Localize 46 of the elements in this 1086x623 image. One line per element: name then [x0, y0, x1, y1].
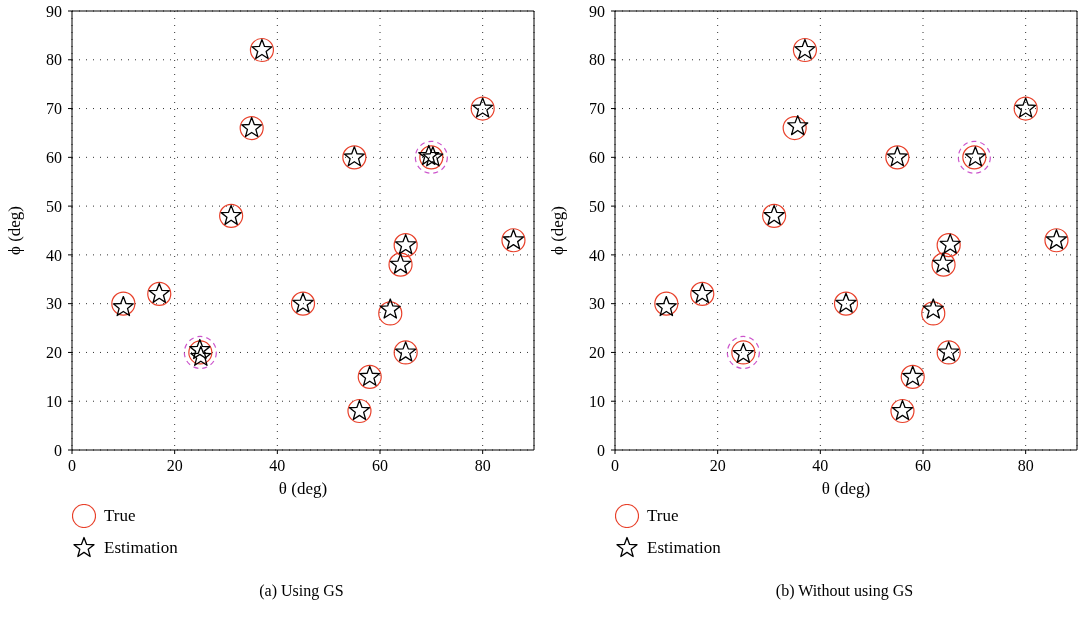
y-tick-label: 20 — [46, 344, 62, 362]
y-tick-label: 30 — [46, 295, 62, 313]
x-tick-label: 20 — [709, 457, 726, 475]
y-tick-label: 10 — [589, 392, 605, 410]
y-tick-label: 80 — [589, 51, 605, 69]
text: (b) Without using GS — [774, 582, 915, 600]
y-tick-label: 70 — [46, 100, 62, 118]
y-tick-label: 90 — [589, 2, 605, 20]
point — [782, 115, 807, 141]
legend-label: Estimation — [104, 538, 178, 558]
y-tick-label: 90 — [46, 2, 62, 20]
y-tick-label: 70 — [589, 100, 605, 118]
y-tick-label: 50 — [589, 197, 605, 215]
legend-label: Estimation — [647, 538, 721, 558]
x-tick-label: 60 — [372, 457, 388, 475]
y-tick-label: 40 — [46, 246, 62, 264]
x-tick-label: 40 — [269, 457, 286, 475]
y-axis-title: ϕ (deg) — [548, 205, 568, 256]
y-tick-label: 50 — [46, 197, 62, 215]
y-tick-label: 0 — [597, 441, 605, 459]
x-tick-label: 80 — [1017, 457, 1034, 475]
y-tick-label: 10 — [46, 392, 62, 410]
point — [379, 298, 401, 319]
legend-label: True — [647, 506, 679, 526]
x-tick-label: 0 — [68, 457, 76, 475]
y-tick-label: 60 — [46, 149, 62, 167]
point — [922, 298, 944, 319]
x-tick-label: 40 — [812, 457, 829, 475]
x-axis-title: θ (deg) — [821, 479, 871, 498]
x-tick-label: 60 — [915, 457, 931, 475]
point — [787, 114, 809, 136]
x-axis-title: θ (deg) — [278, 479, 328, 498]
x-tick-label: 80 — [474, 457, 491, 475]
y-tick-label: 0 — [54, 441, 62, 459]
y-tick-label: 40 — [589, 246, 605, 264]
x-tick-label: 0 — [611, 457, 619, 475]
text: (a) Using GS — [258, 582, 345, 600]
x-tick-label: 20 — [166, 457, 183, 475]
y-tick-label: 20 — [589, 344, 605, 362]
point — [378, 301, 403, 326]
legend-label: True — [104, 506, 136, 526]
point — [921, 301, 946, 326]
y-tick-label: 30 — [589, 295, 605, 313]
y-tick-label: 60 — [589, 149, 605, 167]
y-tick-label: 80 — [46, 51, 62, 69]
y-axis-title: ϕ (deg) — [5, 205, 25, 256]
